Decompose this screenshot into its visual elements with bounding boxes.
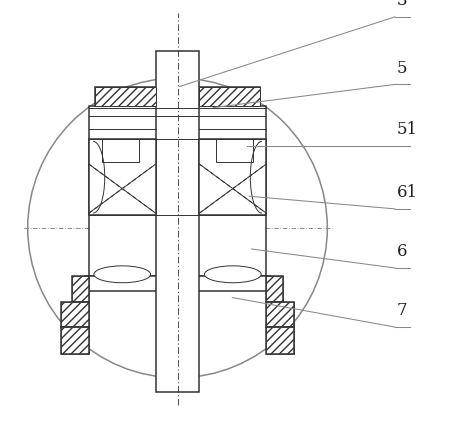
Text: 7: 7 [397, 303, 408, 319]
Bar [266, 302, 294, 327]
Bar [61, 302, 89, 327]
Bar [89, 139, 156, 215]
Bar [156, 51, 199, 392]
Bar [266, 327, 294, 354]
Bar [61, 302, 89, 327]
Polygon shape [199, 87, 260, 106]
Bar [72, 276, 89, 302]
Bar [216, 139, 253, 162]
Bar [266, 302, 294, 327]
Bar [199, 139, 266, 215]
Text: 61: 61 [397, 184, 418, 201]
Bar [266, 276, 283, 302]
Text: 6: 6 [397, 243, 408, 260]
Text: 5: 5 [397, 60, 408, 77]
Text: 51: 51 [397, 121, 418, 138]
Bar [89, 106, 266, 276]
Bar [266, 327, 294, 354]
Ellipse shape [94, 266, 151, 283]
Bar [266, 276, 283, 302]
Polygon shape [95, 87, 156, 106]
Bar [61, 327, 89, 354]
Bar [95, 87, 260, 106]
Bar [72, 276, 89, 302]
Bar [85, 276, 270, 291]
Text: 3: 3 [397, 0, 408, 9]
Bar [102, 139, 139, 162]
Bar [61, 327, 89, 354]
Ellipse shape [204, 266, 261, 283]
